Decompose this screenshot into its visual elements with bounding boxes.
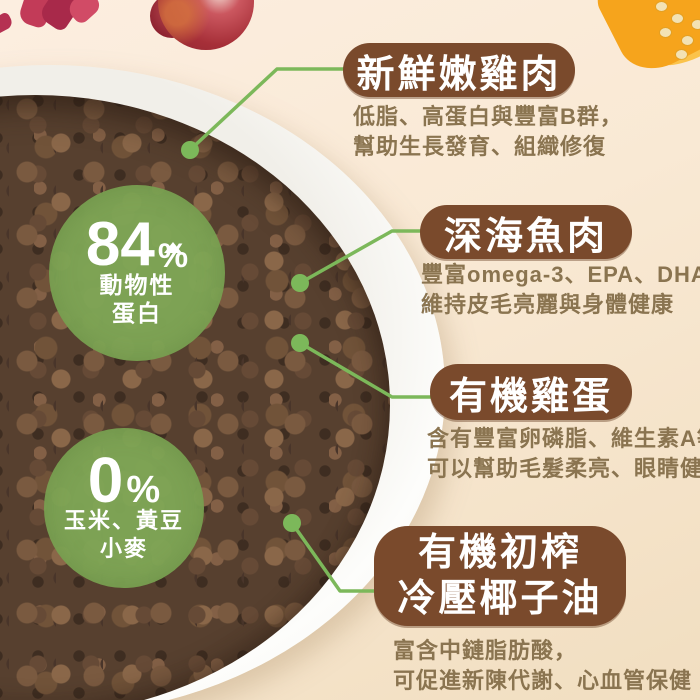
beet-slice-icon bbox=[0, 11, 15, 37]
badge-label: 蛋白 bbox=[112, 300, 162, 327]
pumpkin-seed-icon bbox=[660, 28, 671, 37]
plum-icon bbox=[158, 0, 254, 50]
ingredient-desc-fish: 豐富omega-3、EPA、DHA， 維持皮毛亮麗與身體健康 bbox=[421, 260, 700, 320]
pumpkin-seed-icon bbox=[656, 2, 667, 11]
desc-line: 含有豐富卵磷脂、維生素A等 bbox=[427, 426, 700, 451]
ingredient-desc-chicken: 低脂、高蛋白與豐富B群， 幫助生長發育、組織修復 bbox=[353, 102, 623, 162]
percent-sign: % bbox=[126, 469, 161, 511]
grain-percentage: 0 % bbox=[87, 443, 161, 516]
ingredient-title: 深海魚肉 bbox=[443, 215, 608, 258]
desc-line: 可促進新陳代謝、心血管保健 bbox=[393, 668, 693, 693]
animal-protein-badge: 84 % 動物性 蛋白 bbox=[49, 185, 225, 361]
ingredient-pill-chicken: 新鮮嫩雞肉 bbox=[343, 43, 575, 97]
pumpkin-seed-icon bbox=[692, 20, 700, 29]
ingredient-pill-coconut-oil: 有機初榨 冷壓椰子油 bbox=[374, 526, 626, 626]
desc-line: 幫助生長發育、組織修復 bbox=[353, 134, 607, 159]
desc-line: 可以幫助毛髮柔亮、眼睛健康 bbox=[427, 456, 700, 481]
ingredient-desc-egg: 含有豐富卵磷脂、維生素A等 可以幫助毛髮柔亮、眼睛健康 bbox=[427, 424, 700, 484]
desc-line: 維持皮毛亮麗與身體健康 bbox=[421, 292, 675, 317]
beet-slice-icon bbox=[64, 0, 104, 26]
pumpkin-seed-icon bbox=[676, 50, 687, 59]
badge-value: 84 bbox=[85, 209, 155, 279]
percent-sign: % bbox=[157, 236, 189, 275]
badge-label: 小麥 bbox=[99, 536, 148, 562]
pumpkin-seed-icon bbox=[682, 36, 693, 45]
ingredient-pill-fish: 深海魚肉 bbox=[420, 205, 632, 259]
ingredient-title-line: 冷壓椰子油 bbox=[397, 578, 603, 620]
pumpkin-seed-icon bbox=[672, 14, 683, 23]
protein-percentage: 84 % bbox=[85, 209, 189, 279]
desc-line: 低脂、高蛋白與豐富B群， bbox=[353, 104, 623, 129]
desc-line: 富含中鏈脂肪酸， bbox=[393, 638, 578, 663]
zero-grain-badge: 0 % 玉米、黃豆 小麥 bbox=[44, 428, 204, 588]
ingredient-desc-coconut-oil: 富含中鏈脂肪酸， 可促進新陳代謝、心血管保健 bbox=[393, 636, 692, 696]
ingredient-title-line: 有機初榨 bbox=[417, 532, 582, 574]
badge-value: 0 bbox=[87, 443, 124, 516]
ingredient-pill-egg: 有機雞蛋 bbox=[430, 364, 632, 420]
desc-line: 豐富omega-3、EPA、DHA， bbox=[421, 262, 700, 287]
ingredient-title: 有機雞蛋 bbox=[448, 375, 613, 418]
ingredient-title: 新鮮嫩雞肉 bbox=[356, 53, 562, 96]
pumpkin-decor bbox=[589, 0, 700, 104]
badge-label: 動物性 bbox=[99, 272, 175, 299]
badge-label: 玉米、黃豆 bbox=[63, 508, 184, 534]
